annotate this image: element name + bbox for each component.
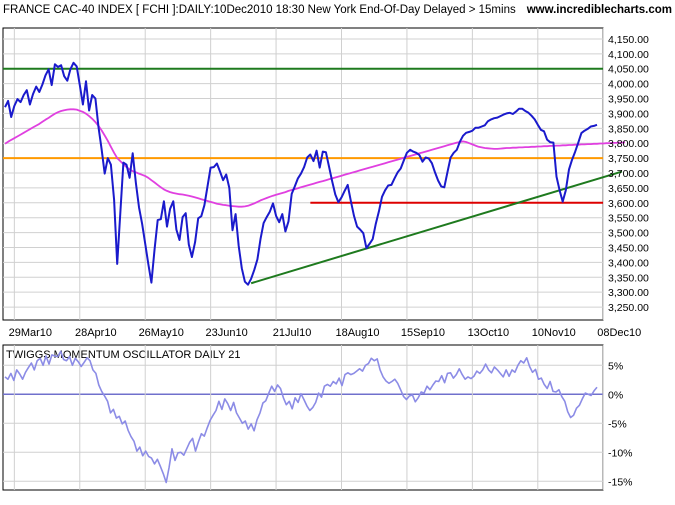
price-series <box>4 61 626 286</box>
price-y-tick-label: 4,050.00 <box>608 64 649 76</box>
oscillator-y-tick-label: -15% <box>608 476 633 488</box>
oscillator-title: TWIGGS MOMENTUM OSCILLATOR DAILY 21 <box>6 349 241 361</box>
price-x-axis: 29Mar10 28Apr10 26May10 23Jun10 21Jul10 18Aug… <box>9 327 642 339</box>
price-y-axis: 4,150.00 4,100.00 4,050.00 4,000.00 3,950.00… <box>608 34 649 314</box>
price-y-tick-label: 3,800.00 <box>608 138 649 150</box>
price-y-tick-label: 3,550.00 <box>608 213 649 225</box>
series-ma <box>4 108 626 208</box>
price-y-tick-label: 3,300.00 <box>608 287 649 299</box>
price-y-tick-label: 4,000.00 <box>608 79 649 91</box>
price-x-tick-label: 15Sep10 <box>401 327 445 339</box>
oscillator-panel-frame <box>2 344 604 491</box>
price-y-tick-label: 3,400.00 <box>608 257 649 269</box>
price-x-tick-label: 26May10 <box>139 327 184 339</box>
price-x-tick-label: 28Apr10 <box>75 327 117 339</box>
price-y-tick-label: 3,700.00 <box>608 168 649 180</box>
price-panel-frame <box>2 27 604 321</box>
oscillator-series <box>4 350 598 484</box>
price-y-tick-label: 3,450.00 <box>608 242 649 254</box>
price-y-tick-label: 3,900.00 <box>608 108 649 120</box>
price-x-tick-label: 29Mar10 <box>9 327 52 339</box>
price-y-tick-label: 3,850.00 <box>608 123 649 135</box>
price-y-tick-label: 3,950.00 <box>608 94 649 106</box>
oscillator-y-tick-label: -5% <box>608 418 627 430</box>
price-y-tick-label: 3,750.00 <box>608 153 649 165</box>
price-y-tick-label: 3,250.00 <box>608 302 649 314</box>
price-x-tick-label: 18Aug10 <box>335 327 379 339</box>
series-price <box>4 61 598 286</box>
series-oscillator <box>4 350 598 484</box>
oscillator-y-tick-label: 5% <box>608 360 623 372</box>
price-y-tick-label: 3,600.00 <box>608 198 649 210</box>
oscillator-y-axis: 5% 0% -5% -10% -15% <box>608 360 633 488</box>
price-grid <box>3 28 604 320</box>
price-x-tick-label: 10Nov10 <box>532 327 576 339</box>
price-y-tick-label: 4,150.00 <box>608 34 649 46</box>
oscillator-y-tick-label: 0% <box>608 389 623 401</box>
chart-title: FRANCE CAC-40 INDEX [ FCHI ]:DAILY:10Dec… <box>3 4 516 16</box>
price-y-tick-label: 3,500.00 <box>608 228 649 240</box>
price-y-tick-label: 3,650.00 <box>608 183 649 195</box>
price-y-tick-label: 3,350.00 <box>608 272 649 284</box>
price-x-tick-label: 13Oct10 <box>468 327 510 339</box>
price-x-tick-label: 23Jun10 <box>206 327 248 339</box>
price-y-tick-label: 4,100.00 <box>608 49 649 61</box>
price-x-tick-label: 21Jul10 <box>273 327 312 339</box>
site-label: www.incrediblecharts.com <box>526 4 672 16</box>
price-x-tick-label: 08Dec10 <box>597 327 641 339</box>
oscillator-y-tick-label: -10% <box>608 447 633 459</box>
